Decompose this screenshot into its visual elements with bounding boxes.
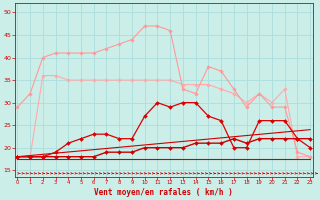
X-axis label: Vent moyen/en rafales ( km/h ): Vent moyen/en rafales ( km/h ) <box>94 188 233 197</box>
